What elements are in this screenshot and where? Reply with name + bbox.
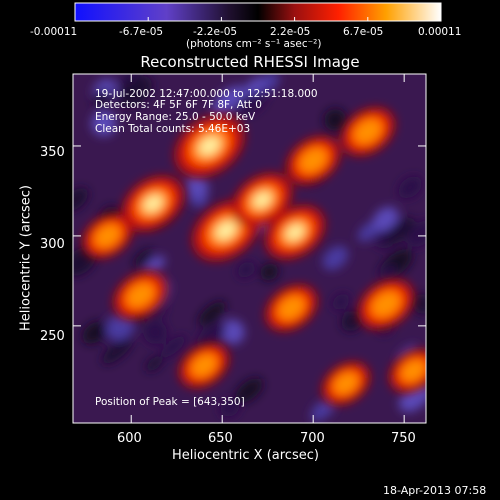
background-blob (412, 293, 426, 315)
bright-source (232, 173, 293, 227)
background-blob (237, 261, 255, 278)
annotation-detectors: Detectors: 4F 5F 6F 7F 8F, Att 0 (95, 99, 262, 111)
colorbar-unit-label: (photons cm⁻² s⁻¹ asec⁻²) (186, 38, 322, 50)
background-blob (244, 76, 266, 96)
annotation-energy-range: Energy Range: 25.0 - 50.0 keV (95, 111, 256, 123)
background-blob (134, 249, 154, 267)
timestamp: 18-Apr-2013 07:58 (383, 484, 487, 497)
y-tick-label: 300 (40, 237, 65, 252)
background-blob (220, 398, 240, 417)
axis-ticks (73, 74, 426, 423)
chart-title: Reconstructed RHESSI Image (140, 53, 360, 71)
annotation-peak-position: Position of Peak = [643,350] (95, 396, 245, 408)
background-blob (145, 356, 163, 372)
background-blob (102, 337, 133, 365)
annotation-clean-counts: Clean Total counts: 5.46E+03 (95, 123, 251, 135)
background-blob (407, 219, 426, 248)
colorbar-tick-label: -6.7e-05 (119, 26, 164, 38)
bright-source (113, 270, 168, 320)
background-blob (235, 378, 263, 403)
bright-source (285, 136, 341, 185)
background-blob (196, 322, 226, 350)
y-tick-label: 350 (40, 145, 65, 160)
background-blob (236, 87, 268, 116)
x-tick-label: 600 (117, 431, 142, 446)
colorbar-tick-label: -0.00011 (30, 26, 78, 38)
x-tick-label: 750 (391, 431, 416, 446)
colorbar-tick-label: 0.00011 (418, 26, 462, 38)
background-blob (398, 176, 422, 199)
background-blob (324, 108, 347, 132)
background-blob (373, 206, 399, 232)
x-axis-label: Heliocentric X (arcsec) (172, 448, 319, 463)
bright-source (82, 213, 133, 259)
heatmap-image (73, 74, 426, 423)
bright-source (357, 279, 415, 330)
background-blob (145, 255, 166, 274)
colorbar-gradient (74, 2, 442, 22)
bright-source (174, 114, 245, 178)
colorbar-tick-label: -2.2e-05 (193, 26, 238, 38)
background-blob (322, 246, 349, 270)
background-blob (82, 321, 107, 345)
bright-source (340, 107, 395, 156)
background-blob (73, 187, 89, 212)
colorbar-ticks (74, 17, 442, 21)
x-tick-label: 650 (208, 431, 233, 446)
colorbar-tick-label: 6.7e-05 (343, 26, 384, 38)
background-blob (384, 217, 415, 245)
background-blob (332, 293, 350, 310)
background-blob (341, 310, 363, 332)
background-blob (198, 301, 226, 326)
y-axis-label: Heliocentric Y (arcsec) (18, 185, 34, 331)
bright-source (264, 205, 326, 260)
x-tick-label: 700 (300, 431, 325, 446)
background-blob (160, 335, 187, 358)
y-tick-label: 250 (40, 329, 65, 344)
plot-frame (72, 73, 427, 424)
background-blob (106, 312, 135, 341)
bright-source (389, 349, 426, 393)
annotation-time-range: 19-Jul-2002 12:47:00.000 to 12:51:18.000 (95, 88, 318, 100)
bright-source (121, 175, 185, 232)
background-blob (310, 398, 336, 422)
background-blob (380, 264, 397, 280)
bright-source (265, 284, 318, 332)
background-blob (260, 263, 279, 281)
background-blob (212, 85, 245, 115)
colorbar-tick-label: 2.2e-05 (270, 26, 311, 38)
background-blob (91, 110, 117, 136)
background-blob (93, 89, 112, 107)
background-blob (143, 320, 168, 345)
bright-source (178, 342, 230, 388)
background-blob (220, 319, 245, 345)
background-blob (186, 174, 209, 198)
bright-source (321, 361, 371, 406)
